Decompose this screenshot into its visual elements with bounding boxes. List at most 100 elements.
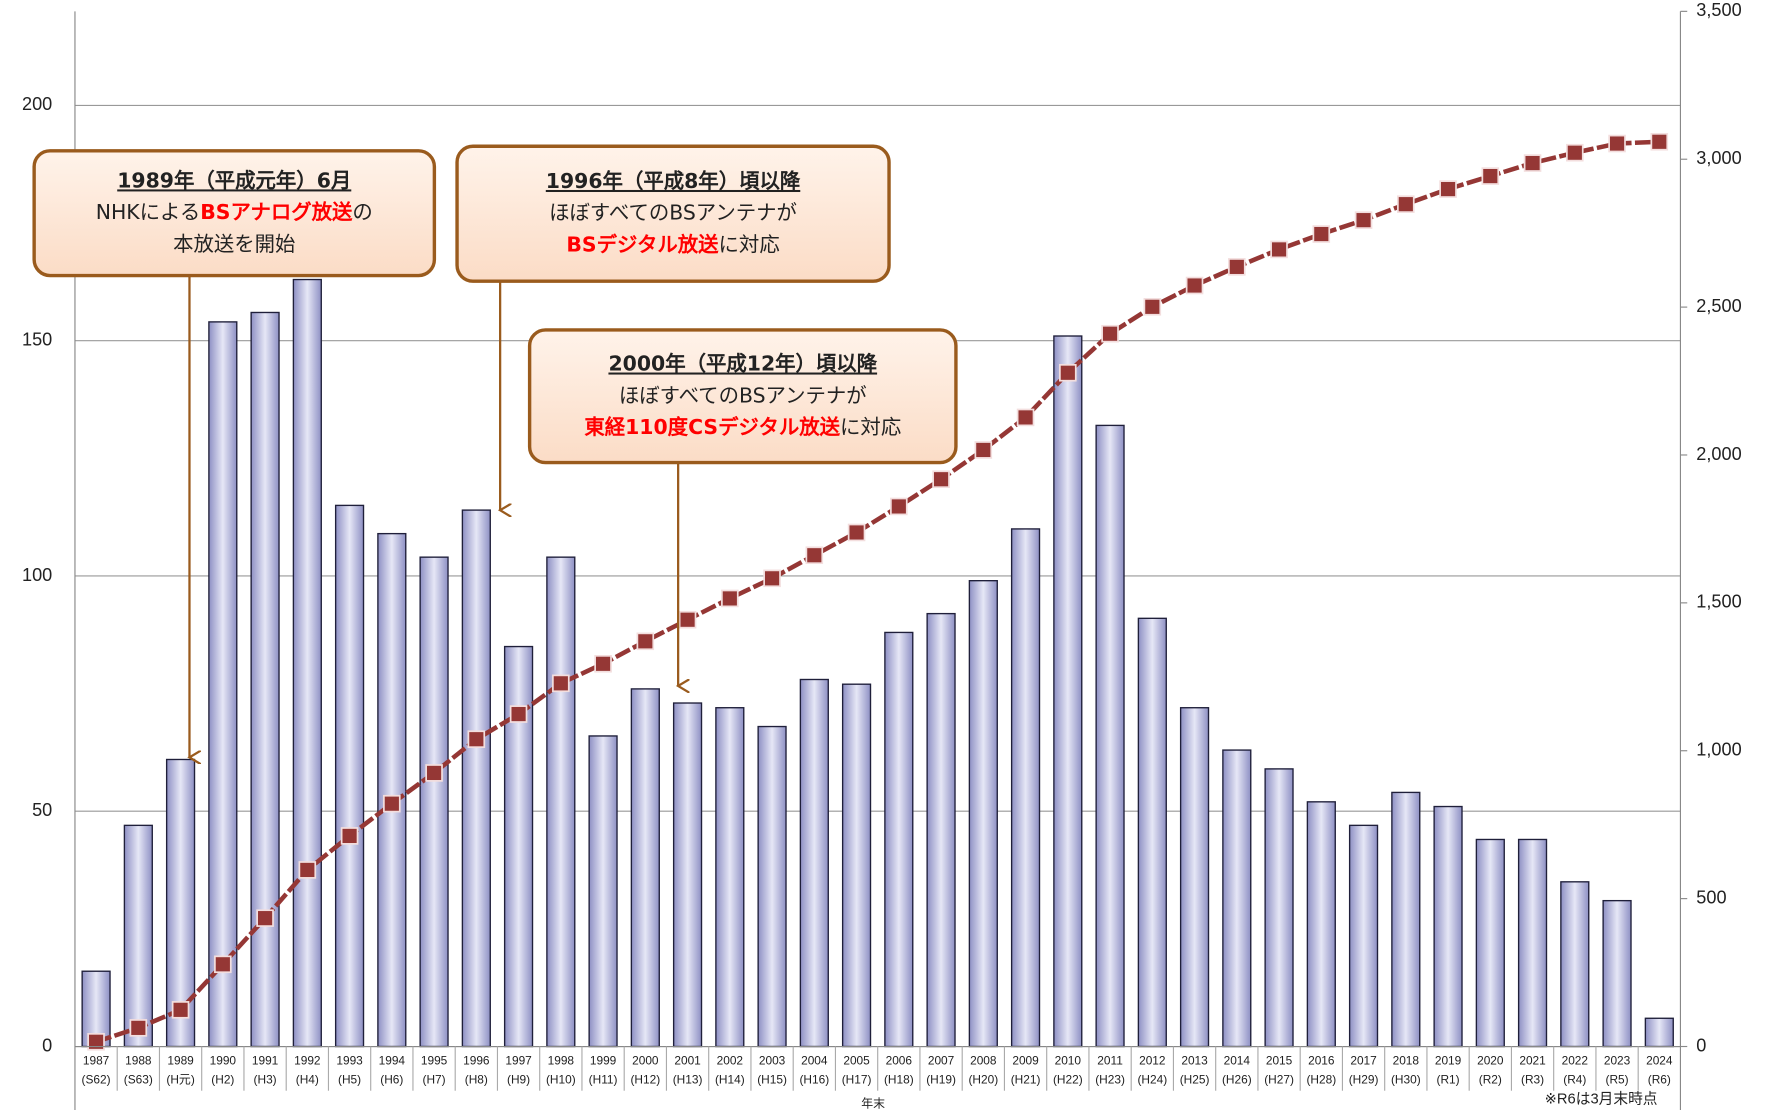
x-tick-label: (H14) xyxy=(715,1073,745,1087)
line-marker xyxy=(1059,363,1077,382)
y-tick-label: 100 xyxy=(22,565,52,585)
line-marker xyxy=(340,827,359,845)
line-marker xyxy=(552,674,570,693)
bar xyxy=(1010,528,1041,1048)
bar xyxy=(1475,838,1505,1048)
line-marker xyxy=(467,730,486,748)
x-tick-label: 1992 xyxy=(294,1053,321,1067)
annotation-segment: 本放送を開始 xyxy=(173,232,295,256)
x-tick-label: (H13) xyxy=(673,1073,703,1087)
x-tick-label: 1998 xyxy=(548,1053,575,1067)
x-tick-label: 2004 xyxy=(801,1053,828,1067)
line-marker xyxy=(1312,225,1331,243)
x-tick-label: (H28) xyxy=(1306,1073,1336,1087)
x-tick-label: 1994 xyxy=(379,1053,406,1067)
x-tick-label: 1990 xyxy=(210,1053,237,1067)
annotation-text: 1996年（平成8年）頃以降 xyxy=(546,169,801,193)
bar xyxy=(1264,768,1294,1048)
y2-tick-label: 3,500 xyxy=(1696,0,1741,20)
x-tick-label: 2005 xyxy=(843,1053,870,1067)
x-tick-label: (H29) xyxy=(1349,1073,1379,1087)
bar xyxy=(588,735,618,1048)
bar xyxy=(377,532,407,1048)
x-tick-label: 1996 xyxy=(463,1053,490,1067)
y2-tick-label: 3,000 xyxy=(1696,148,1741,168)
bar xyxy=(715,707,745,1048)
bar xyxy=(884,631,914,1048)
x-tick-label: 1989 xyxy=(167,1053,194,1067)
x-tick-label: (H21) xyxy=(1011,1073,1041,1087)
x-tick-label: (H8) xyxy=(465,1073,488,1087)
bar xyxy=(926,612,956,1048)
x-tick-label: 2015 xyxy=(1266,1053,1293,1067)
x-tick-label: 2000 xyxy=(632,1053,659,1067)
bar xyxy=(1433,805,1463,1048)
annotation-text: ほぼすべてのBSアンテナが xyxy=(549,201,797,225)
y2-tick-label: 1,500 xyxy=(1696,592,1741,612)
x-tick-label: (H3) xyxy=(254,1073,277,1087)
annotation-segment: 東経110度CSデジタル放送 xyxy=(584,415,840,439)
x-tick-label: 2010 xyxy=(1055,1053,1082,1067)
x-tick-label: (H20) xyxy=(968,1073,998,1087)
x-tick-label: (H10) xyxy=(546,1073,576,1087)
marks xyxy=(81,132,1674,1051)
x-tick-label: 2016 xyxy=(1308,1053,1335,1067)
x-tick-label: (R3) xyxy=(1521,1073,1544,1087)
line-marker xyxy=(1523,154,1542,172)
x-tick-label: (H12) xyxy=(630,1073,660,1087)
bar xyxy=(208,321,238,1048)
x-tick-label: 2014 xyxy=(1224,1053,1251,1067)
x-tick-label: 1987 xyxy=(83,1053,110,1067)
bar xyxy=(546,556,576,1048)
x-tick-label: 1991 xyxy=(252,1053,279,1067)
line-marker xyxy=(1143,298,1162,316)
annotation-segment: BSアナログ放送 xyxy=(200,200,353,224)
x-tick-label: 2021 xyxy=(1519,1053,1546,1067)
x-tick-label: 2002 xyxy=(717,1053,744,1067)
annotation-text: ほぼすべてのBSアンテナが xyxy=(619,383,867,407)
bar xyxy=(630,688,660,1048)
line-marker xyxy=(805,546,824,565)
x-tick-label: 2019 xyxy=(1435,1053,1462,1067)
annotation-text: BSデジタル放送に対応 xyxy=(566,232,779,256)
bar xyxy=(968,580,998,1048)
x-tick-label: 2007 xyxy=(928,1053,955,1067)
line-marker xyxy=(256,909,274,927)
annotation-segment: ほぼすべてのBSアンテナが xyxy=(619,383,867,407)
bar xyxy=(1222,749,1252,1048)
annotation-segment: 1996年（平成8年）頃以降 xyxy=(546,169,801,193)
bar xyxy=(419,556,449,1048)
x-tick-label: (H16) xyxy=(799,1073,829,1087)
x-tick-label: 2012 xyxy=(1139,1053,1166,1067)
annotation-text: 本放送を開始 xyxy=(173,232,295,256)
line-marker xyxy=(636,632,655,651)
line-marker xyxy=(890,497,908,516)
line-marker xyxy=(678,610,697,629)
x-tick-label: 2022 xyxy=(1562,1053,1589,1067)
line-marker xyxy=(1270,240,1288,259)
x-tick-label: (H2) xyxy=(211,1073,234,1087)
line-marker xyxy=(1185,276,1204,295)
annotation-segment: 2000年（平成12年）頃以降 xyxy=(608,352,877,376)
line-marker xyxy=(847,523,866,542)
x-tick-label: (H27) xyxy=(1264,1073,1294,1087)
line-marker xyxy=(383,794,401,813)
line-marker xyxy=(1608,134,1626,153)
bar xyxy=(841,683,872,1048)
bar xyxy=(1053,335,1083,1048)
annotation-box xyxy=(455,144,891,283)
annotation-segment: に対応 xyxy=(840,415,901,439)
line-marker xyxy=(721,589,739,608)
x-tick-label: 2006 xyxy=(886,1053,913,1067)
line-marker xyxy=(763,569,781,588)
x-tick-label: (H18) xyxy=(884,1073,914,1087)
bar xyxy=(461,509,491,1048)
x-tick-label: (H26) xyxy=(1222,1073,1252,1087)
x-tick-label: (H22) xyxy=(1053,1073,1083,1087)
y2-tick-label: 0 xyxy=(1696,1035,1706,1055)
x-tick-label: (H5) xyxy=(338,1073,361,1087)
bar xyxy=(1560,881,1590,1048)
x-tick-label: (H25) xyxy=(1180,1073,1210,1087)
y-tick-label: 50 xyxy=(32,800,52,820)
